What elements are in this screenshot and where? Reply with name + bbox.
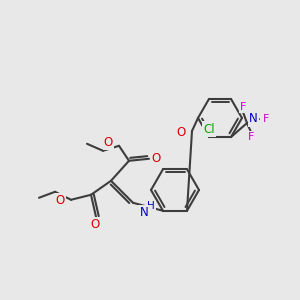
Text: O: O bbox=[90, 218, 100, 231]
Text: F: F bbox=[248, 132, 254, 142]
Text: Cl: Cl bbox=[203, 123, 215, 136]
Text: H: H bbox=[147, 201, 155, 211]
Text: F: F bbox=[240, 102, 246, 112]
Text: O: O bbox=[56, 194, 65, 207]
Text: N: N bbox=[249, 112, 258, 125]
Text: N: N bbox=[140, 206, 148, 219]
Text: O: O bbox=[177, 125, 186, 139]
Text: O: O bbox=[152, 152, 160, 165]
Text: F: F bbox=[263, 114, 269, 124]
Text: O: O bbox=[104, 136, 113, 149]
